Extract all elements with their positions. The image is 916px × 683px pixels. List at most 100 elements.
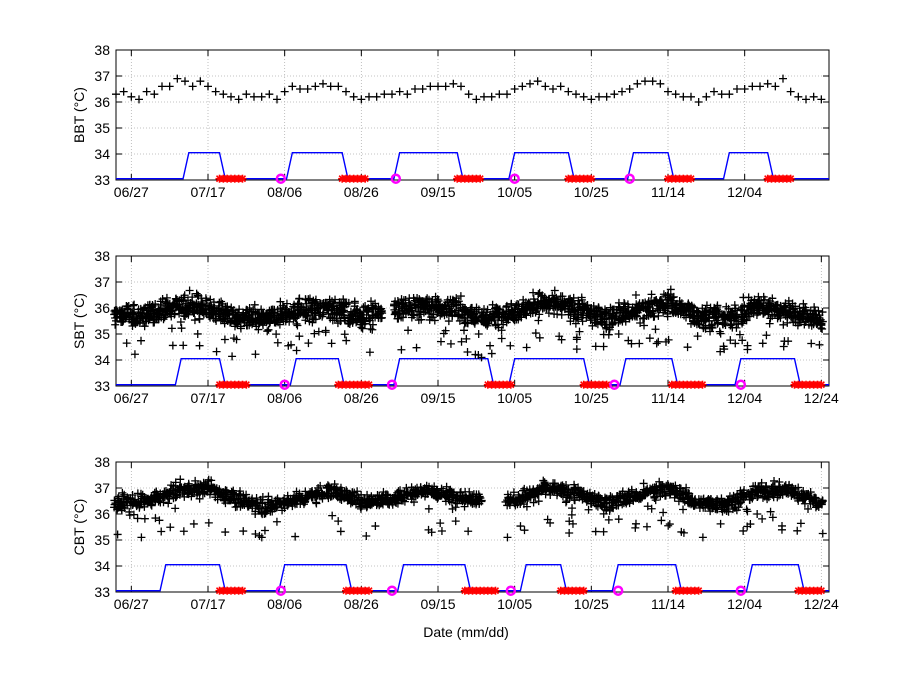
temperature-point xyxy=(535,497,543,505)
temperature-point xyxy=(434,82,442,90)
temperature-point xyxy=(114,530,122,538)
temperature-point xyxy=(475,330,483,338)
y-axis-label: SBT (°C) xyxy=(71,293,87,349)
temperature-point xyxy=(296,85,304,93)
temperature-point xyxy=(564,88,572,96)
temperature-point xyxy=(615,515,623,523)
temperature-point xyxy=(518,82,526,90)
temperature-point xyxy=(258,93,266,101)
temperature-point xyxy=(137,337,145,345)
temperature-point xyxy=(373,93,381,101)
temperature-point xyxy=(748,82,756,90)
temperature-point xyxy=(127,93,135,101)
menstruation-marker xyxy=(242,381,250,389)
temperature-point xyxy=(334,517,342,525)
temperature-point xyxy=(523,343,531,351)
temperature-point xyxy=(666,520,674,528)
temperature-point xyxy=(403,90,411,98)
temperature-point xyxy=(643,523,651,531)
temperature-point xyxy=(460,326,468,334)
temperature-point xyxy=(770,477,778,485)
y-tick-label: 34 xyxy=(94,352,110,368)
temperature-point xyxy=(626,85,634,93)
temperature-point xyxy=(615,330,623,338)
temperature-point xyxy=(464,348,472,356)
temperature-point xyxy=(710,88,718,96)
temperature-point xyxy=(511,85,519,93)
axes-box xyxy=(116,50,829,180)
temperature-point xyxy=(312,499,320,507)
menstruation-marker xyxy=(239,587,247,595)
temperature-point xyxy=(264,326,272,334)
temperature-point xyxy=(134,514,142,522)
menstruation-marker xyxy=(239,175,247,183)
temperature-point xyxy=(815,341,823,349)
y-tick-label: 38 xyxy=(94,248,110,264)
temperature-point xyxy=(702,93,710,101)
temperature-point xyxy=(337,527,345,535)
panel-sbt: 33343536373806/2707/1708/0608/2609/1510/… xyxy=(71,248,839,406)
temperature-point xyxy=(169,341,177,349)
temperature-point xyxy=(362,532,370,540)
x-tick-label: 07/17 xyxy=(190,596,225,612)
temperature-point xyxy=(426,82,434,90)
temperature-point xyxy=(228,352,236,360)
ovulation-marker xyxy=(737,381,745,389)
temperature-point xyxy=(516,522,524,530)
temperature-point xyxy=(196,77,204,85)
temperature-point xyxy=(654,338,662,346)
temperature-point xyxy=(371,522,379,530)
temperature-point xyxy=(779,321,787,329)
temperature-point xyxy=(534,77,542,85)
temperature-point xyxy=(219,90,227,98)
menstruation-marker xyxy=(365,587,373,595)
temperature-point xyxy=(436,519,444,527)
temperature-point xyxy=(653,339,661,347)
temperature-point xyxy=(120,88,128,96)
temperature-point xyxy=(495,90,503,98)
temperature-point xyxy=(771,82,779,90)
x-tick-label: 10/25 xyxy=(574,596,609,612)
temperature-point xyxy=(549,85,557,93)
temperature-point xyxy=(758,515,766,523)
y-tick-label: 37 xyxy=(94,480,110,496)
y-tick-label: 36 xyxy=(94,506,110,522)
temperature-point xyxy=(605,516,613,524)
temperature-point xyxy=(164,499,172,507)
temperature-point xyxy=(334,82,342,90)
temperature-point xyxy=(250,93,258,101)
menstruation-marker xyxy=(476,175,484,183)
x-tick-label: 09/15 xyxy=(420,596,455,612)
temperature-point xyxy=(194,330,202,338)
temperature-point xyxy=(503,90,511,98)
temperature-point xyxy=(404,326,412,334)
temperature-point xyxy=(168,324,176,332)
temperature-point xyxy=(744,342,752,350)
x-tick-label: 10/05 xyxy=(497,596,532,612)
temperature-point xyxy=(587,95,595,103)
y-tick-label: 36 xyxy=(94,300,110,316)
temperature-point xyxy=(442,82,450,90)
temperature-point xyxy=(457,82,465,90)
temperature-point xyxy=(452,517,460,525)
temperature-point xyxy=(657,516,665,524)
x-tick-label: 09/15 xyxy=(420,390,455,406)
temperature-point xyxy=(506,342,514,350)
x-tick-label: 06/27 xyxy=(114,390,149,406)
temperature-point xyxy=(221,336,229,344)
menstruation-marker xyxy=(365,381,373,389)
temperature-point xyxy=(664,522,672,530)
x-tick-label: 11/14 xyxy=(651,596,685,612)
temperature-point xyxy=(327,82,335,90)
temperature-point xyxy=(189,82,197,90)
temperature-point xyxy=(212,88,220,96)
temperature-point xyxy=(265,90,273,98)
menstruation-marker xyxy=(507,381,515,389)
temperature-point xyxy=(633,80,641,88)
temperature-point xyxy=(603,93,611,101)
temperature-point xyxy=(274,339,282,347)
temperature-point xyxy=(488,350,496,358)
temperature-point xyxy=(810,93,818,101)
temperature-point xyxy=(118,489,126,497)
temperature-point xyxy=(503,533,511,541)
